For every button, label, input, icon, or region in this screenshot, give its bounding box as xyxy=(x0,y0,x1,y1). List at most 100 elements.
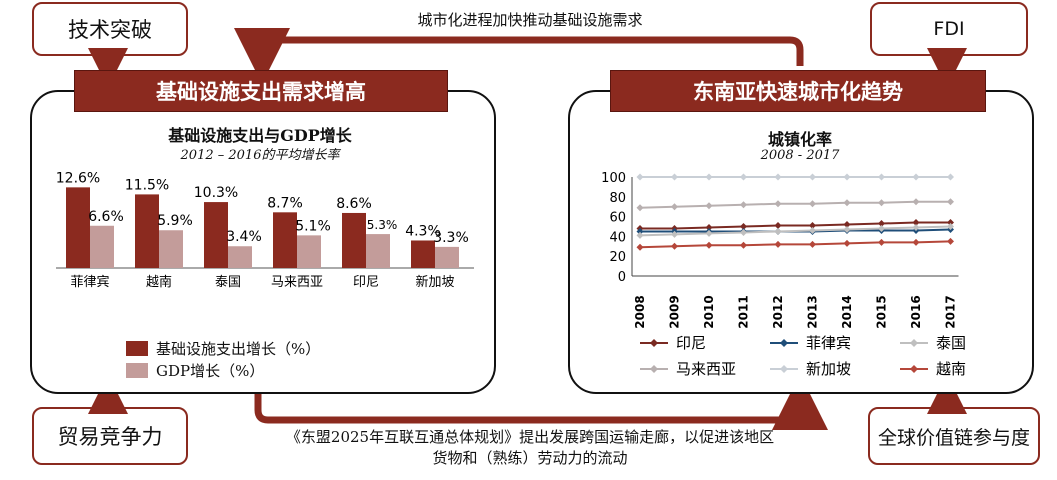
legend-infra-swatch xyxy=(126,341,148,356)
bottom-arrow-note: 《东盟2025年互联互通总体规划》提出发展跨国运输走廊，以促进该地区 货物和（熟… xyxy=(255,427,805,469)
bar-value-label: 8.7% xyxy=(267,195,303,211)
bar-value-label: 3.4% xyxy=(226,229,262,245)
bar xyxy=(159,230,183,268)
series-point xyxy=(843,173,851,181)
legend-infra: 基础设施支出增长（%） xyxy=(126,338,320,359)
bar-value-label: 10.3% xyxy=(194,185,238,201)
tech-breakthrough-box: 技术突破 xyxy=(32,2,188,56)
x-tick-label: 2017 xyxy=(944,295,958,328)
legend-marker xyxy=(910,339,918,347)
series-point xyxy=(705,223,713,231)
x-tick-label: 2008 xyxy=(633,295,647,328)
x-tick-label: 2009 xyxy=(668,295,682,328)
series-point xyxy=(947,223,954,230)
top-arrow-note: 城市化进程加快推动基础设施需求 xyxy=(417,11,643,29)
y-tick-label: 0 xyxy=(618,270,626,285)
series-point xyxy=(843,221,851,229)
bar xyxy=(204,202,228,268)
series-point xyxy=(878,199,885,207)
series-line xyxy=(640,221,951,230)
series-point xyxy=(912,238,920,246)
series-point xyxy=(705,229,713,237)
legend-label: 越南 xyxy=(936,360,966,378)
y-tick-label: 40 xyxy=(609,230,626,245)
series-point xyxy=(878,238,885,246)
right-banner: 东南亚快速城市化趋势 xyxy=(610,70,986,112)
y-tick-label: 20 xyxy=(609,250,626,265)
legend-gdp-swatch xyxy=(126,363,148,378)
tech-breakthrough-label: 技术突破 xyxy=(68,18,152,42)
legend-marker xyxy=(910,365,918,373)
global-value-chain-box: 全球价值链参与度 xyxy=(868,407,1040,465)
x-tick-label: 2013 xyxy=(806,295,820,328)
series-point xyxy=(809,222,816,230)
line-chart-title: 城镇化率 xyxy=(767,130,832,149)
series-line xyxy=(639,200,951,209)
right-banner-label: 东南亚快速城市化趋势 xyxy=(693,80,903,104)
bottom-arrow-note-line2: 货物和（熟练）劳动力的流动 xyxy=(432,449,628,467)
series-point xyxy=(912,198,920,206)
bar-category-label: 越南 xyxy=(146,274,172,290)
bar-category-label: 泰国 xyxy=(215,275,241,290)
bar-category-label: 菲律宾 xyxy=(70,274,109,290)
x-tick-label: 2015 xyxy=(875,295,889,328)
series-point xyxy=(809,200,816,208)
series-point xyxy=(947,219,954,227)
series-point xyxy=(843,239,851,247)
y-tick-label: 60 xyxy=(609,211,626,226)
line-chart-subtitle: 2008 - 2017 xyxy=(760,148,840,163)
series-point xyxy=(843,199,851,207)
series-line xyxy=(639,240,951,249)
bar-value-label: 12.6% xyxy=(56,170,100,186)
series-point xyxy=(878,173,885,181)
bottom-arrow-note-line1: 《东盟2025年互联互通总体规划》提出发展跨国运输走廊，以促进该地区 xyxy=(285,428,775,446)
y-tick-label: 80 xyxy=(609,191,626,206)
x-tick-label: 2016 xyxy=(909,295,923,328)
bar-category-label: 马来西亚 xyxy=(271,275,323,290)
left-banner-label: 基础设施支出需求增高 xyxy=(156,80,366,104)
fdi-box: FDI xyxy=(870,2,1028,56)
series-point xyxy=(774,222,782,230)
legend-label: 印尼 xyxy=(676,334,706,352)
series-point xyxy=(774,240,782,248)
bar xyxy=(342,212,366,268)
series-point xyxy=(774,227,782,235)
bar-chart: 12.6% 6.6% 菲律宾 11.5% 5.9% 越南 10.3% 3.4% 泰国 8.7% 5.… xyxy=(56,170,474,290)
y-tick-label: 100 xyxy=(601,171,626,186)
series-point xyxy=(705,241,713,249)
series-point xyxy=(947,173,954,181)
top-curved-arrow xyxy=(234,28,804,84)
legend-label: 马来西亚 xyxy=(676,360,736,378)
series-point xyxy=(740,228,747,236)
bar-value-label: 5.9% xyxy=(157,213,193,229)
series-point xyxy=(705,202,713,210)
bar-category-label: 印尼 xyxy=(353,275,379,290)
series-point xyxy=(636,231,644,239)
series-point xyxy=(671,173,678,181)
bottom-curved-arrow xyxy=(254,374,828,430)
bar xyxy=(66,187,90,268)
x-tick-label: 2011 xyxy=(737,295,751,328)
bar-value-label: 8.6% xyxy=(336,196,372,212)
series-point xyxy=(671,230,678,238)
bar-value-label: 5.3% xyxy=(367,218,398,232)
bar xyxy=(297,235,321,268)
legend-marker xyxy=(650,365,658,373)
legend-marker xyxy=(780,339,788,347)
series-point xyxy=(912,173,920,181)
legend-label: 新加坡 xyxy=(806,360,851,378)
line-chart: 0 20 40 60 80 100 2008 2009 2010 2011 2012 2013 2014… xyxy=(601,171,966,378)
x-tick-label: 2010 xyxy=(702,295,716,328)
series-point xyxy=(671,242,678,250)
series-point xyxy=(671,203,678,211)
series-point xyxy=(740,241,747,249)
series-point xyxy=(947,198,954,206)
series-point xyxy=(912,219,920,227)
bar-chart-title: 基础设施支出与GDP增长 xyxy=(168,126,352,145)
series-point xyxy=(740,201,747,209)
series-point xyxy=(636,227,644,235)
legend-gdp: GDP增长（%） xyxy=(126,360,264,381)
x-tick-label: 2014 xyxy=(840,295,854,328)
bar xyxy=(366,234,390,268)
series-point xyxy=(809,240,816,248)
